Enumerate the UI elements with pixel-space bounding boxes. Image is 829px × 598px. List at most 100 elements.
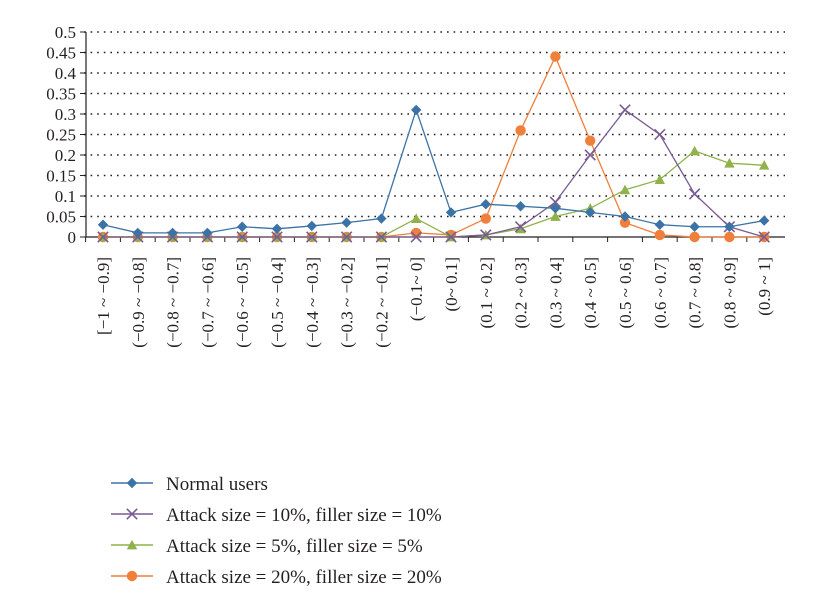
data-point	[515, 223, 526, 234]
data-point	[549, 196, 562, 208]
y-tick-label: 0.1	[55, 187, 76, 206]
x-tick-label: (−0.1~ 0]	[407, 257, 426, 321]
data-point	[411, 104, 422, 116]
data-point	[759, 160, 770, 170]
data-point	[654, 174, 665, 185]
data-point	[514, 220, 527, 233]
legend-item: Attack size = 20%, filler size = 20%	[111, 567, 442, 588]
data-point	[724, 231, 735, 243]
data-point	[445, 231, 457, 243]
y-tick-label: 0.4	[55, 64, 77, 83]
y-tick-label: 0.05	[46, 208, 76, 227]
data-point	[202, 227, 213, 239]
data-point	[306, 220, 317, 232]
data-point	[585, 207, 596, 218]
x-tick-label: (0~ 0.1]	[442, 257, 461, 312]
x-tick-label: (0.7 ~ 0.8]	[686, 257, 705, 329]
x-tick-label: (0.3 ~ 0.4]	[546, 257, 565, 329]
data-point	[97, 231, 109, 243]
data-point	[654, 229, 665, 241]
y-tick-label: 0	[68, 228, 77, 247]
data-point	[515, 125, 526, 136]
data-point	[340, 231, 353, 243]
data-point	[410, 231, 422, 243]
data-point	[759, 215, 770, 226]
data-point	[585, 135, 596, 146]
data-point	[515, 201, 526, 212]
legend-item: Attack size = 10%, filler size = 10%	[111, 505, 442, 526]
data-point	[584, 149, 596, 161]
y-tick-label: 0.5	[55, 23, 76, 42]
gridlines	[84, 31, 785, 218]
series-1	[97, 104, 770, 243]
data-point	[271, 223, 283, 234]
legend-marker	[126, 570, 138, 582]
data-point	[445, 207, 457, 218]
data-point	[167, 227, 178, 239]
x-tick-label: (0.1 ~ 0.2]	[477, 257, 496, 329]
data-point	[411, 213, 422, 223]
legend-label: Normal users	[166, 474, 268, 495]
x-tick-label: (−0.4 ~ −0.3]	[303, 257, 322, 348]
x-tick-label: (−0.5 ~ −0.4]	[268, 257, 287, 348]
x-tick-label: (0.6 ~ 0.7]	[651, 257, 670, 329]
y-tick-label: 0.3	[55, 105, 76, 124]
legend-item: Normal users	[111, 474, 268, 495]
data-point	[237, 221, 248, 232]
data-point	[480, 213, 491, 224]
y-tick-label: 0.2	[55, 146, 76, 165]
legend-label: Attack size = 5%, filler size = 5%	[166, 536, 423, 557]
legend-label: Attack size = 10%, filler size = 10%	[166, 505, 442, 526]
data-point	[688, 188, 701, 200]
data-point	[619, 104, 631, 116]
legend-marker	[126, 508, 138, 520]
data-point	[689, 145, 700, 156]
data-point	[550, 211, 561, 221]
series-3	[97, 51, 770, 243]
data-point	[550, 203, 561, 214]
x-tick-label: (−0.7 ~ −0.6]	[198, 257, 217, 348]
data-point	[689, 231, 700, 243]
x-tick-label: (−0.6 ~ −0.5]	[233, 257, 252, 348]
data-point	[376, 213, 387, 224]
y-tick-label: 0.25	[46, 126, 76, 145]
data-point	[724, 158, 735, 168]
series-line	[103, 54, 765, 238]
data-point	[724, 221, 735, 232]
y-axis-ticks: 00.05 0.10.15 0.20.25 0.30.35 0.40.45 0.5	[46, 23, 86, 247]
data-point	[619, 211, 631, 222]
legend-marker	[126, 477, 138, 489]
x-tick-label: (−0.9 ~ −0.8]	[129, 257, 148, 348]
data-point	[132, 227, 143, 239]
data-point	[271, 231, 283, 243]
x-tick-label: (0.9 ~ 1]	[755, 257, 774, 316]
series-line	[103, 109, 765, 238]
data-point	[758, 231, 770, 243]
data-point	[375, 231, 388, 243]
y-tick-label: 0.15	[46, 167, 76, 186]
data-point	[654, 128, 666, 141]
legend-item: Attack size = 5%, filler size = 5%	[111, 536, 423, 557]
data-point	[341, 217, 352, 228]
x-tick-label: [−1 ~ −0.9]	[94, 257, 113, 335]
series-line	[102, 107, 765, 234]
y-tick-label: 0.35	[46, 85, 76, 104]
x-tick-label: (0.5 ~ 0.6]	[616, 257, 635, 329]
series-line	[103, 150, 765, 238]
data-point	[480, 199, 491, 210]
data-point	[619, 184, 631, 195]
x-tick-label: (−0.2 ~ −0.1]	[372, 257, 391, 348]
data-point	[97, 219, 109, 230]
data-point	[619, 217, 631, 228]
data-point	[236, 231, 248, 243]
x-tick-label: (−0.8 ~ −0.7]	[164, 257, 183, 348]
data-point	[550, 51, 561, 62]
data-point	[480, 229, 492, 241]
series-group	[97, 51, 770, 243]
x-tick-label: (−0.3 ~ −0.2]	[338, 257, 357, 348]
data-point	[689, 221, 700, 232]
data-point	[306, 231, 318, 243]
x-axis-ticks: [−1 ~ −0.9] (−0.9 ~ −0.8] (−0.8 ~ −0.7] (−0…	[85, 237, 774, 348]
legend-marker	[126, 539, 138, 550]
